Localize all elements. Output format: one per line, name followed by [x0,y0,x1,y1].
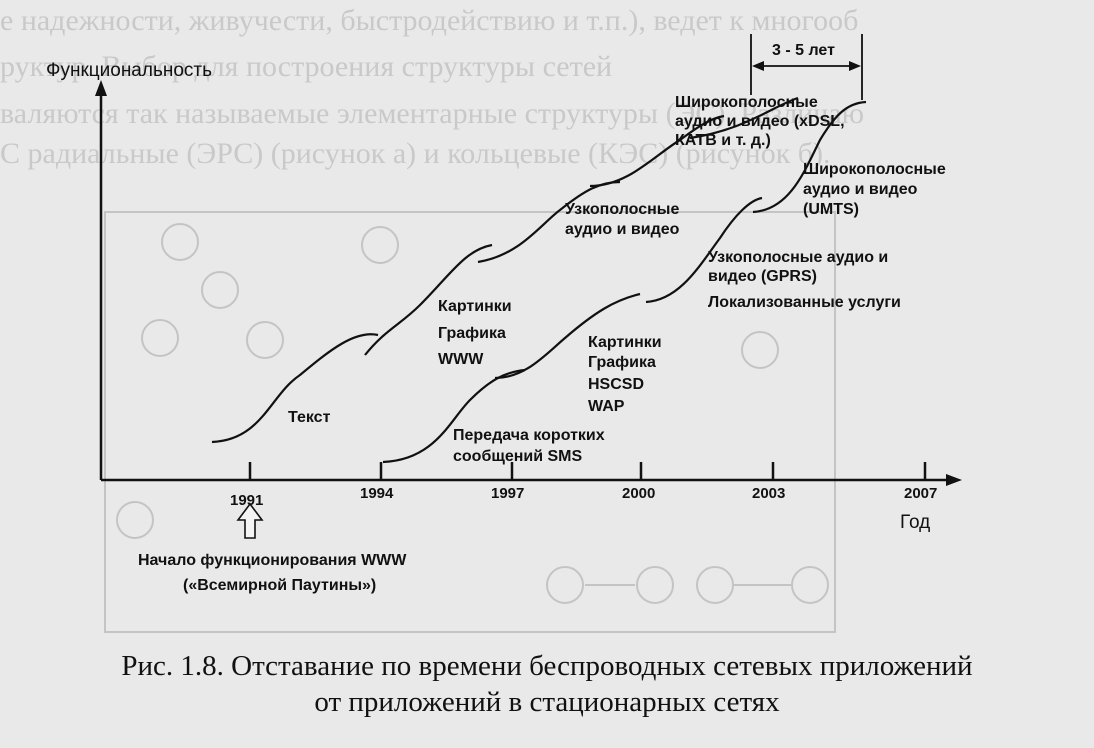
label-wireless-sms-line: Передача коротких [453,427,605,444]
tick-label-1997: 1997 [491,485,524,502]
label-fixed-narrowband-line: аудио и видео [565,221,680,238]
label-fixed-broadband-line: Широкополосные [675,94,818,111]
label-fixed-pictures-line: Картинки [438,298,512,315]
label-fixed-broadband: Широкополосные аудио и видео (xDSL, КАТВ… [675,94,845,149]
tick-label-2003: 2003 [752,485,785,502]
label-wireless-pictures-line: Картинки [588,334,662,351]
span-arrow-right [849,61,861,71]
label-fixed-broadband-line: аудио и видео (xDSL, [675,113,845,130]
wireless-curves [382,100,867,464]
label-fixed-broadband-line: КАТВ и т. д.) [675,132,771,149]
curve-fixed-broadband-1 [589,114,725,188]
fixed-network-curves [211,96,799,444]
span-bracket [750,34,863,100]
label-fixed-narrowband-line: Узкополосные [565,201,679,218]
tick-label-2000: 2000 [622,485,655,502]
label-fixed-pictures-line: WWW [438,351,484,368]
label-wireless-sms: Передача коротких сообщений SMS [453,427,605,465]
bg-node [141,319,179,357]
bg-node [636,566,674,604]
bg-node [696,566,734,604]
label-wireless-localized: Локализованные услуги [708,294,901,311]
background-line-1: е надежности, живучести, быстродействию … [0,4,859,37]
label-wireless-pictures-line: Графика [588,354,656,371]
label-wireless-narrowband: Узкополосные аудио и видео (GPRS) [708,249,888,285]
bg-node [791,566,829,604]
label-wireless-pictures-line: WAP [588,398,625,415]
bg-node [161,223,199,261]
y-axis-title: Функциональность [46,60,212,81]
label-fixed-pictures: Картинки Графика WWW [438,298,512,368]
tick-label-1994: 1994 [360,485,394,502]
figure-caption: Рис. 1.8. Отставание по времени беспрово… [0,648,1094,720]
caption-line: Рис. 1.8. Отставание по времени беспрово… [121,650,973,682]
curve-wireless-broadband [752,100,867,214]
background-line-2: руктур. Выбор для построения структуры с… [0,50,613,83]
tick-label-1991: 1991 [230,492,263,509]
label-fixed-narrowband: Узкополосные аудио и видео [565,201,680,238]
label-wireless-broadband: Широкополосные аудио и видео (UMTS) [803,161,946,218]
label-wireless-pictures-line: HSCSD [588,376,644,393]
label-wireless-broadband-line: (UMTS) [803,201,859,218]
curve-wireless-narrowband [645,196,763,304]
bg-node [116,501,154,539]
background-line-4: С радиальные (ЭРС) (рисунок а) и кольцев… [0,137,831,170]
bg-node [246,321,284,359]
www-note-line: («Всемирной Паутины») [183,577,376,594]
up-arrow-icon [236,502,264,539]
caption-line: от приложений в стационарных сетях [314,686,780,718]
axes [95,80,962,486]
curve-fixed-pictures [364,243,493,356]
label-wireless-pictures: Картинки Графика HSCSD WAP [588,334,662,415]
label-wireless-broadband-line: аудио и видео [803,181,918,198]
www-note-line: Начало функционирования WWW [138,552,407,569]
span-label: 3 - 5 лет [772,42,835,59]
x-axis-arrow [946,474,962,486]
curve-wireless-sms [382,368,526,464]
y-axis-arrow [95,80,107,96]
x-axis-title: Год [900,512,930,533]
label-wireless-broadband-line: Широкополосные [803,161,946,178]
span-arrow-left [752,61,764,71]
bg-node [546,566,584,604]
curve-fixed-broadband-2 [689,96,799,140]
tick-label-2007: 2007 [904,485,937,502]
label-wireless-narrowband-line: Узкополосные аудио и [708,249,888,266]
label-wireless-sms-line: сообщений SMS [453,448,583,465]
label-text: Текст [288,409,331,426]
background-diagram [104,211,836,633]
bg-node [361,226,399,264]
label-wireless-narrowband-line: видео (GPRS) [708,268,817,285]
bg-node [741,331,779,369]
curve-wireless-pictures [494,292,641,380]
bg-node [201,271,239,309]
background-line-3: валяются так называемые элементарные стр… [0,97,865,130]
label-fixed-pictures-line: Графика [438,325,506,342]
bg-diagram-frame [104,211,836,633]
curve-fixed-text [211,333,379,444]
